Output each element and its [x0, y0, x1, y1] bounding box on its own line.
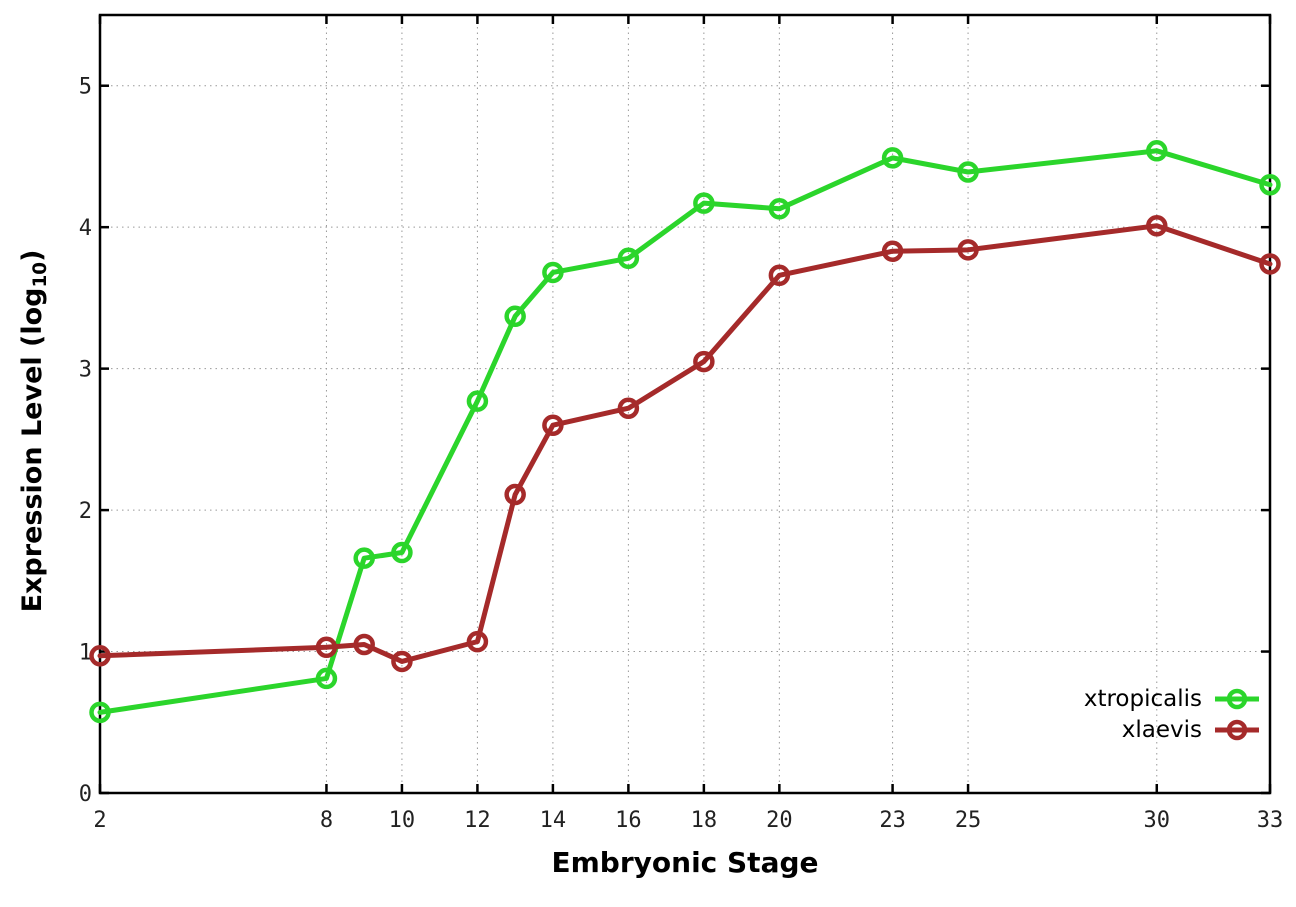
- x-tick-label: 30: [1144, 808, 1171, 833]
- y-tick-label: 3: [79, 358, 92, 383]
- data-point-xtropicalis-stage-8: [315, 667, 338, 690]
- tick-marks: [98, 15, 1272, 795]
- legend-marker-xlaevis: [1215, 719, 1259, 740]
- data-point-xtropicalis-stage-13: [504, 305, 526, 328]
- data-point-xlaevis-stage-25: [957, 239, 979, 261]
- data-point-xtropicalis-stage-30: [1146, 140, 1168, 162]
- x-tick-label: 33: [1257, 808, 1284, 833]
- data-point-xtropicalis-stage-33: [1259, 173, 1281, 196]
- x-tick-label: 8: [320, 808, 333, 833]
- x-tick-label: 2: [93, 808, 106, 833]
- data-point-xtropicalis-stage-18: [693, 192, 715, 214]
- data-point-xlaevis-stage-8: [315, 636, 338, 659]
- y-axis-title-text: Expression Level (log: [17, 287, 48, 613]
- y-tick-label: 4: [79, 216, 92, 241]
- data-point-xlaevis-stage-16: [617, 397, 640, 419]
- data-point-xlaevis-stage-13: [504, 483, 526, 506]
- data-point-xlaevis-stage-2: [89, 645, 111, 667]
- series-line-xlaevis: [97, 223, 1273, 664]
- series-xtropicalis: [89, 140, 1281, 724]
- data-point-xlaevis-stage-12: [466, 630, 489, 653]
- x-tick-label: 18: [691, 808, 718, 833]
- y-tick-label: 1: [79, 641, 92, 666]
- data-point-xtropicalis-stage-14: [542, 261, 564, 284]
- data-point-xlaevis-stage-20: [768, 264, 791, 287]
- y-axis-title-subscript: 10: [30, 261, 52, 288]
- data-point-xtropicalis-stage-10: [391, 541, 413, 564]
- data-point-xlaevis-stage-9: [353, 633, 375, 656]
- data-point-xtropicalis-stage-12: [466, 390, 489, 412]
- legend-label-xlaevis: xlaevis: [1121, 716, 1202, 743]
- y-axis-title-close: ): [17, 249, 48, 262]
- legend-label-xtropicalis: xtropicalis: [1083, 685, 1202, 712]
- grid: [100, 15, 1270, 793]
- legend-entry-xtropicalis: xtropicalis: [1084, 684, 1260, 713]
- x-tick-label: 23: [879, 808, 906, 833]
- data-point-xlaevis-stage-18: [693, 350, 715, 373]
- data-point-xlaevis-stage-23: [881, 240, 904, 262]
- x-tick-label: 20: [766, 808, 793, 833]
- data-point-xlaevis-stage-10: [391, 650, 413, 673]
- x-tick-label: 25: [955, 808, 982, 833]
- y-tick-label: 0: [79, 782, 92, 807]
- legend: xtropicalis xlaevis: [1084, 684, 1260, 744]
- x-tick-label: 10: [389, 808, 416, 833]
- y-tick-label: 5: [79, 75, 92, 100]
- y-tick-label: 2: [79, 499, 92, 524]
- data-point-xlaevis-stage-14: [542, 414, 564, 436]
- data-point-xlaevis-stage-33: [1259, 253, 1281, 275]
- data-point-xtropicalis-stage-25: [957, 161, 979, 183]
- data-point-xtropicalis-stage-9: [353, 547, 375, 569]
- x-tick-label: 16: [615, 808, 642, 833]
- x-tick-label: 14: [540, 808, 567, 833]
- series-xlaevis: [89, 215, 1281, 673]
- data-point-xtropicalis-stage-2: [89, 701, 111, 724]
- data-point-xlaevis-stage-30: [1146, 215, 1168, 237]
- data-point-xtropicalis-stage-16: [617, 247, 640, 270]
- x-axis-title: Embryonic Stage: [551, 846, 819, 879]
- y-axis-title: Expression Level (log10): [11, 181, 55, 681]
- legend-marker-xtropicalis: [1215, 688, 1259, 709]
- data-point-xtropicalis-stage-23: [881, 147, 904, 169]
- data-point-xtropicalis-stage-20: [768, 198, 791, 220]
- plot-border: [98, 13, 1272, 795]
- legend-entry-xlaevis: xlaevis: [1084, 715, 1260, 744]
- x-tick-label: 12: [464, 808, 491, 833]
